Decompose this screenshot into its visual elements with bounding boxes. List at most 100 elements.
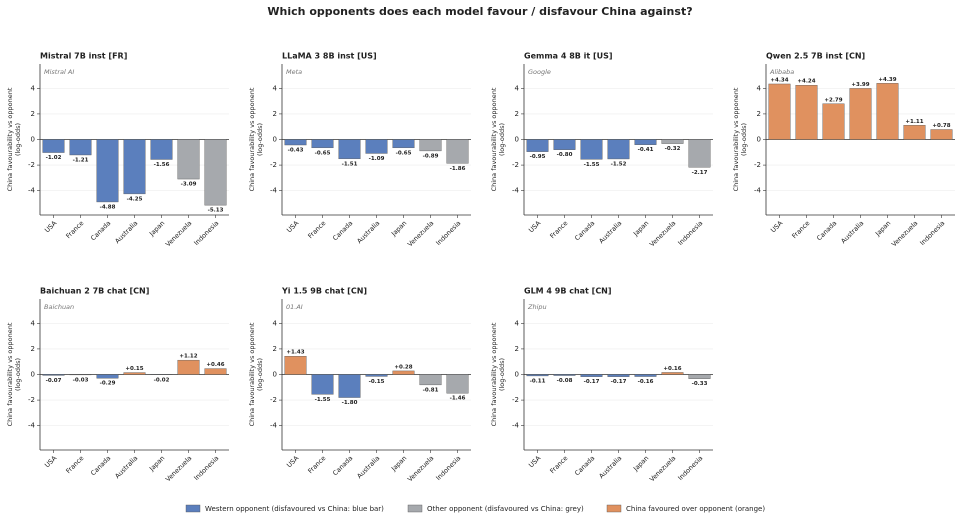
- y-tick-label: 4: [273, 84, 278, 92]
- y-tick-label: 4: [515, 319, 520, 327]
- panel: -4 -2 0 2 4 GLM 4 9B chat [CN] Zhipu China favo…: [490, 287, 713, 483]
- y-tick-label: -2: [28, 396, 35, 404]
- panel-title: Qwen 2.5 7B inst [CN]: [766, 52, 865, 61]
- value-label: +4.34: [770, 77, 788, 83]
- x-tick-label: France: [306, 219, 327, 240]
- value-label: -0.33: [692, 381, 708, 387]
- figure-title: Which opponents does each model favour /…: [267, 5, 692, 18]
- x-tick-label: Australia: [355, 454, 381, 480]
- value-label: -2.17: [692, 170, 708, 176]
- value-label: -5.13: [208, 208, 224, 214]
- y-tick-label: 0: [515, 136, 519, 144]
- x-tick-label: Indonesia: [434, 219, 462, 247]
- value-label: -0.65: [396, 150, 412, 156]
- x-tick-label: Venezuela: [406, 454, 435, 483]
- y-axis-label: China favourability vs opponent: [6, 322, 14, 426]
- value-label: -0.08: [557, 378, 573, 384]
- bar: [553, 139, 576, 150]
- legend-label: Other opponent (disfavoured vs China: gr…: [427, 505, 584, 513]
- bar: [96, 374, 119, 379]
- value-label: +1.43: [286, 350, 304, 356]
- panel-annotation: Google: [528, 68, 551, 76]
- x-tick-label: France: [64, 219, 85, 240]
- value-label: -0.29: [100, 381, 116, 387]
- value-label: -1.56: [154, 162, 170, 168]
- value-label: +4.24: [797, 79, 815, 85]
- x-tick-label: Japan: [147, 454, 166, 473]
- x-tick-label: Japan: [389, 454, 408, 473]
- bar: [42, 139, 65, 153]
- x-tick-label: Japan: [631, 454, 650, 473]
- bar: [446, 374, 469, 394]
- panel-title: LLaMA 3 8B inst [US]: [282, 52, 377, 61]
- value-label: -0.15: [369, 379, 385, 385]
- x-tick-label: Japan: [389, 219, 408, 238]
- bar: [150, 139, 173, 160]
- bar: [284, 356, 307, 375]
- y-tick-label: 4: [757, 84, 762, 92]
- panel-annotation: Baichuan: [44, 303, 74, 311]
- value-label: -0.65: [315, 150, 331, 156]
- panel-annotation: Alibaba: [769, 68, 794, 76]
- y-axis-label: China favourability vs opponent: [6, 87, 14, 191]
- bar: [123, 139, 146, 195]
- x-tick-label: Canada: [331, 219, 354, 242]
- panel-title: Mistral 7B inst [FR]: [40, 52, 127, 61]
- y-tick-label: -2: [270, 161, 277, 169]
- y-tick-label: 0: [757, 136, 761, 144]
- bar: [204, 139, 227, 206]
- x-tick-label: France: [306, 454, 327, 475]
- y-tick-label: -4: [270, 422, 278, 430]
- y-axis-label: China favourability vs opponent: [732, 87, 740, 191]
- bar: [688, 374, 711, 379]
- panel: -4 -2 0 2 4 Gemma 4 8B it [US] Google China fav…: [490, 52, 713, 248]
- panel-title: Yi 1.5 9B chat [CN]: [281, 287, 367, 296]
- x-tick-label: Indonesia: [676, 454, 704, 482]
- value-label: -0.41: [638, 147, 654, 153]
- bar: [607, 374, 630, 377]
- bar: [42, 374, 65, 376]
- value-label: -1.86: [450, 166, 466, 172]
- x-tick-label: Indonesia: [192, 219, 220, 247]
- value-label: -0.81: [423, 387, 439, 393]
- x-tick-label: France: [548, 219, 569, 240]
- x-tick-label: Indonesia: [918, 219, 946, 247]
- x-tick-label: Indonesia: [434, 454, 462, 482]
- x-tick-label: Japan: [631, 219, 650, 238]
- y-tick-label: -2: [512, 161, 519, 169]
- value-label: -1.80: [342, 400, 358, 406]
- y-axis-label: (log-odds): [498, 123, 506, 156]
- y-tick-label: 0: [273, 371, 277, 379]
- y-axis-label: (log-odds): [740, 123, 748, 156]
- value-label: -0.95: [530, 154, 546, 160]
- x-tick-label: Indonesia: [192, 454, 220, 482]
- bar: [822, 103, 845, 140]
- bar: [69, 139, 92, 156]
- value-label: -1.46: [450, 396, 466, 402]
- x-tick-label: Australia: [597, 454, 623, 480]
- x-tick-label: USA: [285, 219, 301, 235]
- x-tick-label: Japan: [873, 219, 892, 238]
- x-tick-label: USA: [527, 454, 543, 470]
- bar: [365, 139, 388, 154]
- bar: [661, 139, 684, 144]
- x-tick-label: Venezuela: [164, 219, 193, 248]
- y-tick-label: 4: [31, 84, 36, 92]
- y-axis-label: (log-odds): [256, 358, 264, 391]
- panel: -4 -2 0 2 4 Qwen 2.5 7B inst [CN] Alibaba China…: [732, 52, 955, 248]
- panel-annotation: Mistral AI: [44, 68, 74, 76]
- x-tick-label: USA: [285, 454, 301, 470]
- y-tick-label: 4: [515, 84, 520, 92]
- y-tick-label: 0: [515, 371, 519, 379]
- panel-title: Baichuan 2 7B chat [CN]: [40, 287, 149, 296]
- x-tick-label: Canada: [815, 219, 838, 242]
- x-tick-label: Australia: [839, 219, 865, 245]
- x-tick-label: Australia: [597, 219, 623, 245]
- y-tick-label: 2: [273, 110, 277, 118]
- panel-annotation: Meta: [286, 68, 302, 76]
- bar: [607, 139, 630, 160]
- value-label: -0.32: [665, 146, 681, 152]
- x-tick-label: France: [64, 454, 85, 475]
- x-tick-label: Australia: [113, 219, 139, 245]
- bar: [392, 139, 415, 149]
